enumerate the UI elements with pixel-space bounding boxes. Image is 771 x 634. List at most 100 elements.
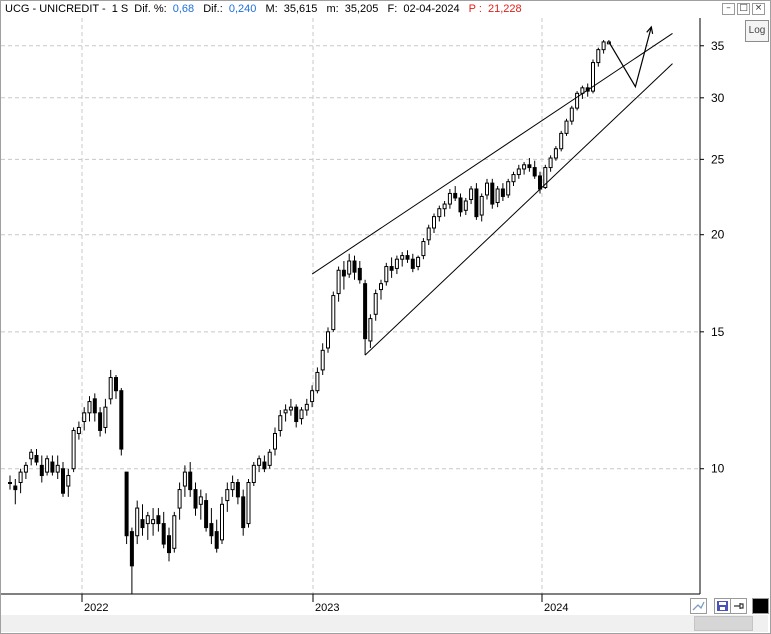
plot-area — [1, 18, 700, 594]
candle-up — [66, 475, 71, 487]
trendline — [311, 33, 673, 275]
candle-up — [495, 188, 500, 204]
candle-up — [82, 412, 87, 423]
horizontal-scrollbar[interactable] — [694, 616, 753, 631]
fill-icon[interactable] — [752, 598, 769, 614]
period-label: 1 S — [111, 3, 129, 15]
y-tick-label: 15 — [711, 325, 725, 339]
projection-arrow — [608, 26, 652, 89]
candle-down — [294, 406, 299, 423]
candle-up — [469, 188, 474, 200]
candle-up — [182, 471, 187, 487]
y-tick-label: 30 — [711, 91, 725, 105]
candle-up — [299, 409, 304, 420]
candle-up — [347, 260, 352, 275]
candle-down — [167, 535, 171, 554]
candle-up — [278, 415, 283, 431]
x-tick-label: 2023 — [315, 602, 339, 614]
candle-up — [151, 519, 156, 525]
min-label: m: — [326, 3, 339, 15]
candle-down — [458, 197, 463, 213]
candle-up — [559, 132, 564, 150]
candle-up — [553, 148, 558, 159]
candle-down — [214, 531, 219, 549]
trendline — [364, 63, 673, 356]
candle-up — [596, 49, 601, 64]
y-tick-label: 25 — [711, 152, 725, 166]
dif-value: 0,240 — [228, 3, 257, 15]
candle-up — [516, 168, 521, 176]
candle-down — [140, 519, 145, 529]
candle-up — [177, 489, 182, 509]
candle-up — [8, 482, 12, 485]
candle-up — [267, 451, 272, 466]
candle-down — [405, 255, 410, 260]
candle-up — [564, 120, 569, 134]
candle-down — [92, 398, 97, 414]
close-icon[interactable]: × — [752, 3, 765, 15]
candle-down — [156, 515, 161, 525]
candle-down — [474, 188, 479, 218]
max-label: M: — [265, 3, 278, 15]
candle-down — [119, 390, 124, 450]
dif-pct-label: Dif. %: — [134, 3, 167, 15]
zoom-icon[interactable] — [690, 598, 707, 614]
candle-up — [569, 107, 574, 122]
candle-down — [34, 454, 39, 463]
candle-up — [310, 390, 315, 403]
candle-up — [432, 216, 436, 229]
candle-down — [352, 260, 357, 273]
candle-up — [55, 464, 60, 473]
candle-up — [18, 471, 23, 484]
window-controls: – □ × — [722, 3, 765, 15]
dif-label: Dif.: — [203, 3, 223, 15]
candle-up — [103, 406, 108, 428]
candle-down — [357, 267, 362, 281]
candle-up — [87, 401, 92, 414]
candle-down — [490, 182, 495, 205]
candle-down — [13, 485, 18, 491]
candle-up — [230, 482, 235, 491]
candle-up — [198, 496, 203, 505]
candle-down — [389, 266, 394, 271]
candle-up — [373, 293, 378, 315]
y-tick-label: 35 — [711, 39, 725, 53]
min-value: 35,205 — [344, 3, 379, 15]
max-value: 35,615 — [283, 3, 318, 15]
candle-up — [320, 349, 325, 371]
pin-icon[interactable] — [730, 598, 747, 614]
date-value: 02-04-2024 — [403, 3, 460, 15]
minimize-icon[interactable]: – — [722, 3, 735, 15]
log-scale-button[interactable]: Log — [745, 20, 769, 42]
candle-up — [400, 255, 405, 260]
candle-down — [262, 461, 267, 470]
candle-up — [543, 167, 548, 189]
candle-up — [336, 269, 341, 295]
candle-down — [61, 468, 65, 494]
candle-up — [591, 62, 595, 92]
candle-down — [363, 283, 368, 340]
candle-down — [341, 269, 346, 277]
candle-up — [447, 192, 452, 205]
candle-down — [500, 188, 505, 197]
x-tick-label: 2024 — [544, 602, 568, 614]
candle-up — [45, 458, 50, 473]
candle-up — [315, 371, 320, 392]
candle-down — [527, 164, 532, 169]
candle-up — [421, 241, 426, 257]
p-value: 21,228 — [488, 3, 522, 15]
candle-down — [538, 175, 542, 190]
candle-down — [193, 489, 198, 509]
candle-down — [204, 500, 209, 529]
candle-up — [23, 464, 28, 473]
candle-up — [601, 41, 606, 51]
restore-icon[interactable]: □ — [737, 3, 750, 15]
candle-up — [548, 157, 553, 169]
candle-down — [39, 464, 44, 477]
save-icon[interactable] — [714, 598, 731, 614]
bottom-bar — [1, 615, 768, 632]
candle-up — [246, 482, 251, 525]
candle-down — [410, 258, 415, 269]
candle-up — [437, 208, 442, 218]
